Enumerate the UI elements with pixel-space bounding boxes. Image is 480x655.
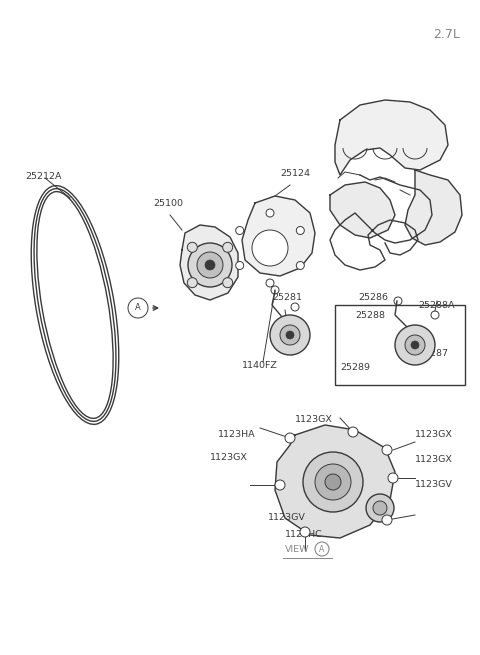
- Circle shape: [223, 242, 233, 252]
- Text: A: A: [135, 303, 141, 312]
- Text: 25281: 25281: [272, 293, 302, 302]
- Text: 1123GX: 1123GX: [210, 453, 248, 462]
- Polygon shape: [180, 225, 238, 300]
- Polygon shape: [405, 170, 462, 245]
- Text: 25286: 25286: [358, 293, 388, 302]
- Circle shape: [188, 243, 232, 287]
- Circle shape: [275, 480, 285, 490]
- Text: 2.7L: 2.7L: [433, 28, 460, 41]
- Circle shape: [382, 445, 392, 455]
- Text: 25212A: 25212A: [25, 172, 61, 181]
- Circle shape: [388, 473, 398, 483]
- Text: 1140FZ: 1140FZ: [242, 361, 278, 370]
- Text: 25100: 25100: [153, 199, 183, 208]
- Circle shape: [296, 261, 304, 269]
- Circle shape: [382, 515, 392, 525]
- Text: 1123HC: 1123HC: [285, 530, 323, 539]
- Text: 1123GX: 1123GX: [415, 430, 453, 439]
- Circle shape: [405, 335, 425, 355]
- Circle shape: [296, 227, 304, 234]
- Polygon shape: [242, 196, 315, 276]
- Polygon shape: [330, 182, 395, 238]
- Text: A: A: [319, 544, 324, 553]
- Text: 1123GX: 1123GX: [415, 455, 453, 464]
- Circle shape: [395, 325, 435, 365]
- Circle shape: [187, 242, 197, 252]
- Text: 25288A: 25288A: [418, 301, 455, 310]
- Circle shape: [252, 230, 288, 266]
- Circle shape: [236, 261, 244, 269]
- Text: 1123HA: 1123HA: [218, 430, 256, 439]
- Circle shape: [411, 341, 419, 349]
- Circle shape: [303, 452, 363, 512]
- Text: 25288: 25288: [355, 311, 385, 320]
- Circle shape: [286, 331, 294, 339]
- Circle shape: [366, 494, 394, 522]
- Circle shape: [266, 209, 274, 217]
- Text: 1123GV: 1123GV: [415, 480, 453, 489]
- Circle shape: [187, 278, 197, 288]
- Circle shape: [280, 325, 300, 345]
- Circle shape: [315, 464, 351, 500]
- Circle shape: [300, 527, 310, 537]
- Text: 25287: 25287: [418, 349, 448, 358]
- Text: 1123GX: 1123GX: [295, 415, 333, 424]
- Circle shape: [197, 252, 223, 278]
- Circle shape: [270, 315, 310, 355]
- Circle shape: [348, 427, 358, 437]
- Circle shape: [266, 279, 274, 287]
- Circle shape: [285, 433, 295, 443]
- Circle shape: [325, 474, 341, 490]
- Text: 1123GV: 1123GV: [268, 513, 306, 522]
- Polygon shape: [275, 425, 395, 538]
- Bar: [335, 305, 465, 385]
- Polygon shape: [335, 100, 448, 175]
- Text: 25289: 25289: [340, 363, 370, 372]
- Text: VIEW: VIEW: [285, 545, 310, 554]
- Text: 25124: 25124: [280, 169, 310, 178]
- Circle shape: [205, 260, 215, 270]
- Circle shape: [373, 501, 387, 515]
- Circle shape: [236, 227, 244, 234]
- Circle shape: [223, 278, 233, 288]
